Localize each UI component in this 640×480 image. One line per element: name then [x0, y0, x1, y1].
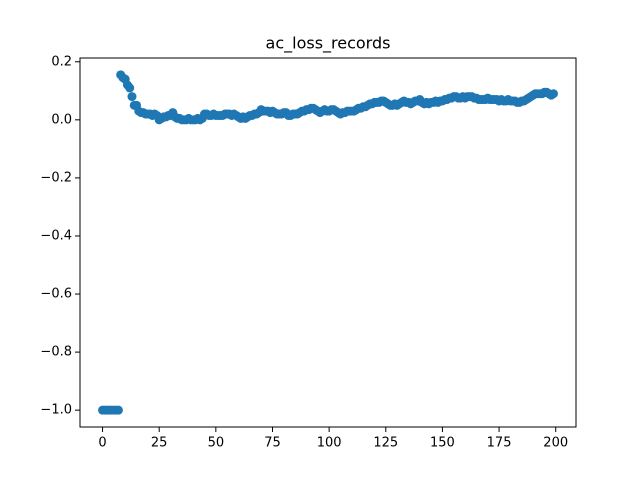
chart-title: ac_loss_records — [266, 34, 391, 54]
x-tick-label: 50 — [208, 436, 225, 451]
point — [113, 405, 123, 415]
plot-frame — [79, 57, 577, 428]
y-tick-label: −0.8 — [40, 345, 72, 360]
x-tick-label: 150 — [430, 436, 455, 451]
y-tick-label: −0.6 — [40, 287, 72, 302]
y-tick-label: 0.0 — [51, 112, 72, 127]
x-tick-label: 0 — [98, 436, 106, 451]
x-tick-label: 200 — [543, 436, 568, 451]
x-tick-label: 25 — [151, 436, 168, 451]
x-tick-label: 75 — [264, 436, 281, 451]
point — [548, 89, 558, 99]
point — [127, 92, 137, 102]
y-tick-label: −0.2 — [40, 170, 72, 185]
y-tick-label: −1.0 — [40, 403, 72, 418]
x-tick-label: 100 — [317, 436, 342, 451]
x-tick-label: 125 — [373, 436, 398, 451]
point — [125, 83, 135, 93]
y-tick-label: −0.4 — [40, 228, 72, 243]
y-tick-label: 0.2 — [51, 54, 72, 69]
x-tick-label: 175 — [487, 436, 512, 451]
